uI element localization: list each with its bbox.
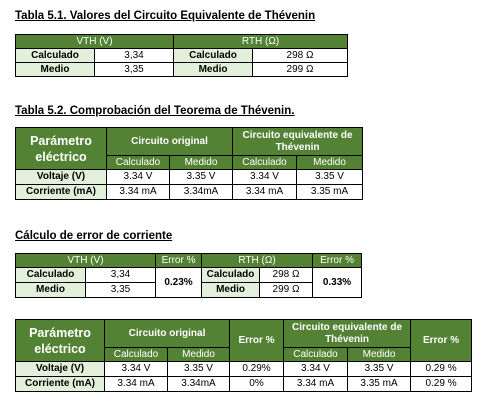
rth-value: 298 Ω <box>259 267 314 283</box>
table-cell: 3.34 V <box>283 361 349 377</box>
row-label: Calculado <box>173 48 254 63</box>
rth-value: 298 Ω <box>252 48 349 63</box>
table-cell: 3.34 mA <box>104 376 168 392</box>
calculated-header: Calculado <box>232 155 298 170</box>
measured-header: Medido <box>296 155 364 170</box>
table-cell: 3.35 V <box>296 169 364 185</box>
row-label: Calculado <box>15 48 95 63</box>
error-header: Error % <box>410 319 473 362</box>
table-cell: 3.35 mA <box>296 184 364 200</box>
calculated-header: Calculado <box>283 347 349 362</box>
calculated-header: Calculado <box>104 347 168 362</box>
original-circuit-header: Circuito original <box>103 319 231 348</box>
error-cell: 0.29% <box>229 361 285 377</box>
thevenin-circuit-header: Circuito equivalente de Thévenin <box>232 127 364 156</box>
error-header: Error % <box>229 319 285 362</box>
error-cell: 0% <box>229 376 285 392</box>
error-header: Error % <box>312 253 363 268</box>
row-label: Voltaje (V) <box>15 361 105 377</box>
error-header: Error % <box>155 253 203 268</box>
table-5-1-title: Tabla 5.1. Valores del Circuito Equivale… <box>15 10 316 22</box>
table-cell: 3.35 V <box>347 361 412 377</box>
error-comparison-table: Parámetro eléctrico Circuito original Er… <box>15 319 473 392</box>
current-error-title: Cálculo de error de corriente <box>15 230 173 242</box>
row-label: Corriente (mA) <box>15 184 107 200</box>
row-label: Corriente (mA) <box>15 376 105 392</box>
calculated-header: Calculado <box>106 155 170 170</box>
row-label: Calculado <box>15 267 86 283</box>
rth-header: RTH (Ω) <box>201 253 314 268</box>
error-cell: 0.29 % <box>410 376 473 392</box>
row-label: Medio <box>201 282 261 298</box>
table-cell: 3.35 V <box>168 169 234 185</box>
row-label: Medio <box>15 62 95 77</box>
table-cell: 3.34mA <box>168 184 234 200</box>
vth-value: 3,34 <box>84 267 157 283</box>
rth-value: 299 Ω <box>259 282 314 298</box>
vth-header: VTH (V) <box>14 253 157 268</box>
measured-header: Medido <box>168 155 234 170</box>
table-cell: 3.34 mA <box>232 184 298 200</box>
rth-header: RTH (Ω) <box>173 34 349 49</box>
table-cell: 3.34 mA <box>283 376 349 392</box>
thevenin-circuit-header: Circuito equivalente de Thévenin <box>283 319 412 348</box>
current-error-table: VTH (V) Error % RTH (Ω) Error % Calculad… <box>14 253 363 298</box>
table-cell: 3.35 V <box>166 361 231 377</box>
table-cell: 3.34 V <box>232 169 298 185</box>
table-cell: 3.34 V <box>104 361 168 377</box>
measured-header: Medido <box>347 347 412 362</box>
vth-value: 3,35 <box>84 282 157 298</box>
table-cell: 3.34 V <box>106 169 170 185</box>
table-5-2-title: Tabla 5.2. Comprobación del Teorema de T… <box>15 105 295 117</box>
row-label: Medio <box>15 282 86 298</box>
table-5-2: Parámetro eléctrico Circuito original Ci… <box>15 127 364 200</box>
row-label: Medio <box>173 62 254 77</box>
vth-value: 3,35 <box>93 62 175 77</box>
table-cell: 3.34 mA <box>106 184 170 200</box>
rth-value: 299 Ω <box>252 62 349 77</box>
table-cell: 3.34mA <box>166 376 231 392</box>
param-header: Parámetro eléctrico <box>15 319 105 362</box>
vth-error-value: 0.23% <box>155 267 203 298</box>
table-cell: 3.35 mA <box>347 376 412 392</box>
error-cell: 0.29 % <box>410 361 473 377</box>
vth-value: 3,34 <box>93 48 175 63</box>
table-5-1: VTH (V) RTH (Ω) Calculado 3,34 Calculado… <box>14 34 349 77</box>
row-label: Voltaje (V) <box>15 169 107 185</box>
measured-header: Medido <box>166 347 231 362</box>
vth-header: VTH (V) <box>14 34 175 49</box>
param-header: Parámetro eléctrico <box>15 127 107 170</box>
original-circuit-header: Circuito original <box>105 127 234 156</box>
rth-error-value: 0.33% <box>312 267 363 298</box>
row-label: Calculado <box>201 267 261 283</box>
